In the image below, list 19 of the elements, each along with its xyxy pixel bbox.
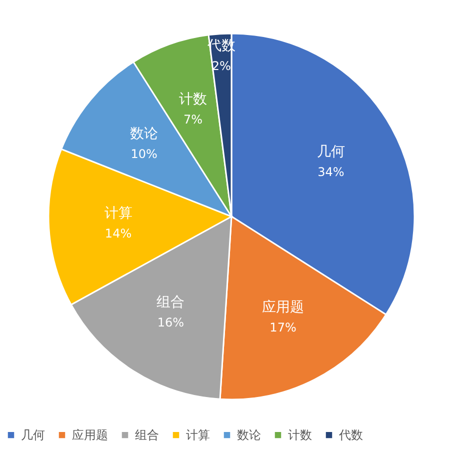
slice-label: 几何 [316, 144, 345, 160]
legend-label: 计算 [186, 428, 210, 442]
slice-label: 应用题 [262, 300, 304, 316]
legend-label: 数论 [237, 428, 261, 442]
data-label: 16% [157, 315, 184, 330]
data-label: 10% [130, 147, 158, 162]
legend-label: 代数 [338, 428, 363, 442]
legend-label: 应用题 [72, 428, 108, 442]
legend-label: 几何 [21, 428, 45, 442]
legend-label: 组合 [135, 428, 159, 442]
data-label: 7% [184, 112, 203, 127]
data-label: 14% [104, 226, 132, 241]
data-label: 34% [318, 164, 344, 179]
legend-label: 计数 [288, 428, 312, 442]
slice-label: 组合 [156, 294, 185, 310]
slice-label: 计数 [179, 92, 208, 108]
data-label: 17% [270, 320, 296, 335]
slice-label: 计算 [104, 206, 132, 222]
slice-label: 数论 [130, 126, 158, 142]
